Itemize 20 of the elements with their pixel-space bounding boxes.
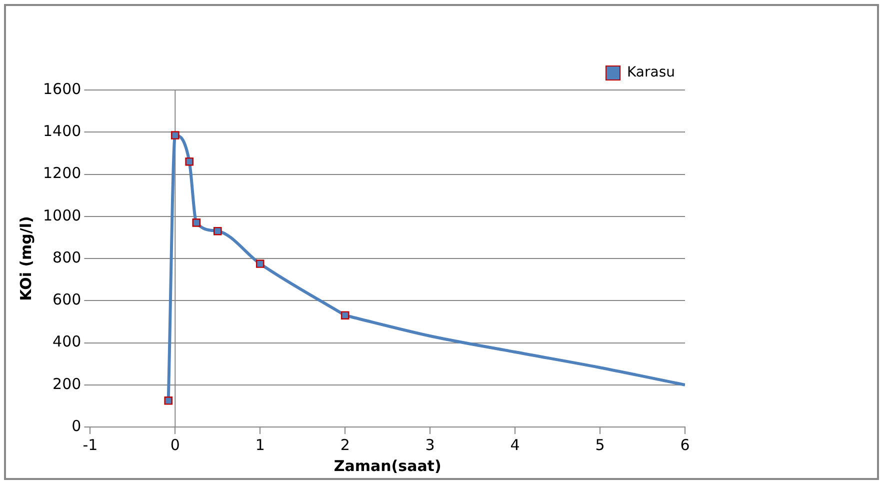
y-tick-label: 0 bbox=[72, 416, 82, 435]
y-tick-label: 1000 bbox=[42, 206, 82, 224]
y-tick-label: 1200 bbox=[42, 164, 82, 182]
y-tick-label: 800 bbox=[52, 248, 82, 266]
y-axis-title: KOi (mg/l) bbox=[16, 216, 35, 301]
y-tick-label: 400 bbox=[52, 332, 82, 351]
x-tick-label: 0 bbox=[170, 436, 180, 454]
x-tick-label: 2 bbox=[340, 436, 350, 454]
x-tick-label: 5 bbox=[595, 436, 605, 454]
x-tick-label: -1 bbox=[82, 436, 98, 454]
x-tick-label: 3 bbox=[425, 436, 435, 454]
x-tick-label: 6 bbox=[680, 436, 690, 454]
y-tick-label: 1600 bbox=[42, 80, 82, 98]
x-tick-label: 4 bbox=[510, 436, 520, 454]
legend-label: Karasu bbox=[626, 64, 675, 81]
y-tick-label: 200 bbox=[52, 374, 82, 393]
y-tick-label: 1400 bbox=[42, 122, 82, 140]
x-tick-label: 1 bbox=[255, 436, 265, 454]
x-axis-title: Zaman(saat) bbox=[334, 456, 442, 475]
y-tick-label: 600 bbox=[52, 290, 82, 309]
